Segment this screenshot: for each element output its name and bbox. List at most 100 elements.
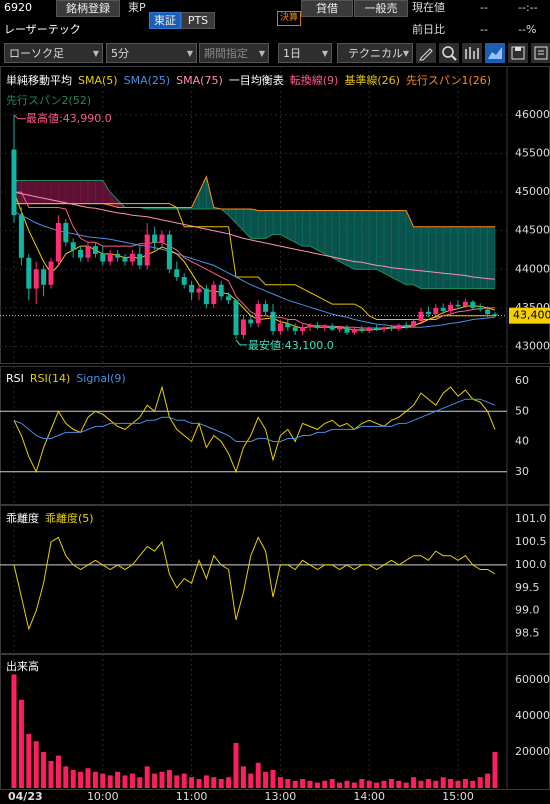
cloud-segment <box>43 180 52 204</box>
legend-entry: Signal(9) <box>76 372 125 385</box>
volume-bar <box>48 760 54 788</box>
exchange-tab[interactable]: 東証 <box>149 12 181 29</box>
candle-body <box>78 249 84 258</box>
earnings-badge[interactable]: 決算 <box>277 11 302 26</box>
legend-group: 単純移動平均 <box>6 73 72 87</box>
volume-bar <box>100 773 106 788</box>
compare-icon[interactable] <box>462 43 482 63</box>
candle-body <box>455 304 461 307</box>
cloud-segment <box>465 226 474 289</box>
period-select[interactable]: 期間指定 <box>199 43 269 64</box>
volume-bar <box>129 773 135 788</box>
candle-body <box>418 311 424 322</box>
volume-bar <box>144 766 150 788</box>
draw-icon[interactable] <box>416 43 436 63</box>
cloud-segment <box>339 210 348 266</box>
candle-body <box>300 327 306 332</box>
candle-body <box>159 234 165 243</box>
exchange-tab[interactable]: PTS <box>181 12 215 29</box>
area-icon[interactable] <box>485 43 505 63</box>
volume-bar <box>485 773 491 788</box>
legend-entry: SMA(25) <box>124 74 171 87</box>
candle-body <box>11 149 17 216</box>
cloud-segment <box>354 210 363 270</box>
y-tick-label: 46000 <box>515 108 550 121</box>
volume-bar <box>337 782 343 788</box>
cloud-segment <box>102 179 111 206</box>
legend-entry: 先行スパン1(26) <box>406 74 491 87</box>
volume-bar <box>174 775 180 788</box>
candle-body <box>381 327 387 330</box>
candle-body <box>337 327 343 330</box>
volume-bar <box>181 773 187 788</box>
volume-bar <box>403 782 409 788</box>
candle-body <box>403 324 409 327</box>
candle-body <box>425 311 431 315</box>
volume-bar <box>277 777 283 788</box>
candle-body <box>292 327 298 332</box>
volume-bar <box>455 780 461 788</box>
span-select[interactable]: 1日 <box>278 43 332 64</box>
annotation-arrow <box>235 339 247 346</box>
volume-bar <box>396 780 402 788</box>
candle-body <box>92 246 98 254</box>
y-tick-label: 44000 <box>515 262 550 275</box>
margin-button[interactable]: 貸借 <box>301 0 353 17</box>
cloud-segment <box>287 210 296 243</box>
volume-bar <box>137 777 143 788</box>
volume-bar <box>329 778 335 788</box>
cloud-segment <box>58 180 67 204</box>
save-icon[interactable] <box>508 43 528 63</box>
zoom-icon[interactable] <box>439 43 459 63</box>
cloud-segment <box>361 210 370 270</box>
volume-bar <box>70 769 76 788</box>
candle-body <box>285 323 291 328</box>
sell-button[interactable]: 一般売 <box>354 0 408 17</box>
candle-body <box>226 296 232 301</box>
volume-bar <box>18 699 24 788</box>
candle-body <box>18 215 24 258</box>
candle-body <box>477 307 483 310</box>
candle-body <box>270 311 276 332</box>
cloud-segment <box>398 210 407 286</box>
volume-bar <box>470 780 476 788</box>
chart-type-select[interactable]: ローソク足 <box>4 43 103 64</box>
panel-title: 乖離度 <box>6 511 39 525</box>
candle-body <box>388 327 394 329</box>
technical-select[interactable]: テクニカル <box>337 43 413 64</box>
y-tick-label: 101.0 <box>515 512 547 525</box>
change-value: -- <box>480 23 488 36</box>
annotation-arrow <box>13 114 26 120</box>
cloud-segment <box>265 210 274 239</box>
candle-body <box>314 324 320 329</box>
volume-bar <box>78 771 84 788</box>
volume-bar <box>411 777 417 788</box>
y-tick-label: 99.0 <box>515 604 540 617</box>
candle-body <box>196 288 202 293</box>
volume-bar <box>440 777 446 788</box>
annotation: 最安値:43,100.0 <box>248 339 334 352</box>
volume-bar <box>189 777 195 788</box>
load-icon[interactable] <box>531 43 550 63</box>
change-label: 前日比 <box>412 23 445 36</box>
candle-body <box>485 309 491 315</box>
volume-bar <box>63 766 69 788</box>
volume-bar <box>218 778 224 788</box>
y-tick-label: 100.0 <box>515 558 547 571</box>
volume-bar <box>285 778 291 788</box>
volume-bar <box>381 780 387 788</box>
y-tick-label: 44500 <box>515 224 550 237</box>
current-value: -- <box>480 1 488 14</box>
cloud-segment <box>450 226 459 289</box>
cloud-segment <box>65 180 74 204</box>
series-line <box>13 385 496 474</box>
cloud-segment <box>324 210 333 259</box>
volume-bar <box>196 778 202 788</box>
register-button[interactable]: 銘柄登録 <box>56 0 120 17</box>
candle-body <box>33 269 39 289</box>
interval-select[interactable]: 5分 <box>106 43 197 64</box>
candle-body <box>41 269 47 285</box>
candle-body <box>122 257 128 262</box>
x-tick-label: 14:00 <box>353 790 385 803</box>
